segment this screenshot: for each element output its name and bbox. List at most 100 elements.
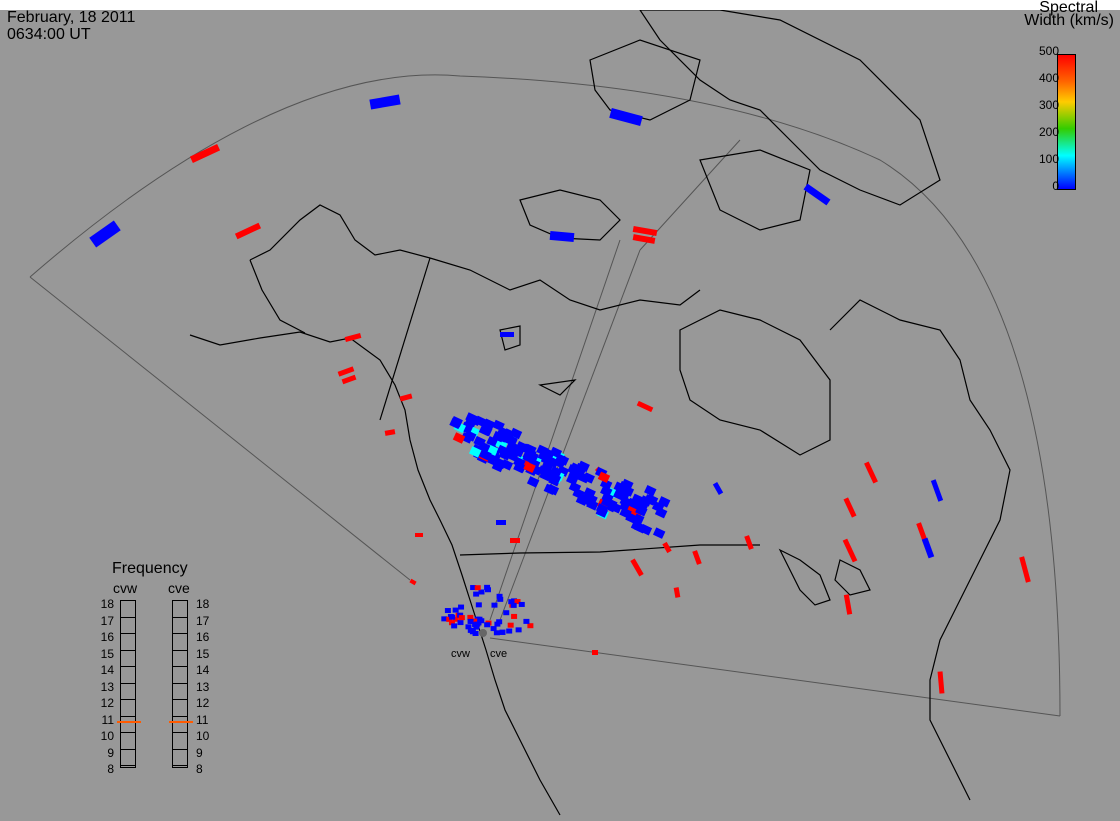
radar-return-cell: [510, 602, 517, 608]
colorbar-tick: 100: [1038, 152, 1059, 166]
radar-return-cell: [452, 607, 459, 613]
radar-return-cell: [497, 596, 504, 602]
frequency-tick-label: 11: [196, 712, 209, 727]
radar-return-cell: [507, 622, 514, 628]
radar-return-cell: [337, 366, 355, 377]
radar-return-cell: [540, 451, 554, 463]
radar-return-cell: [592, 650, 598, 655]
radar-return-cell: [496, 593, 503, 599]
radar-return-cell: [478, 589, 485, 595]
frequency-tick-label: 12: [196, 696, 210, 710]
radar-return-cell: [474, 616, 481, 622]
radar-return-cell: [644, 485, 657, 497]
radar-return-cell: [479, 449, 492, 461]
frequency-tick-label: 8: [107, 762, 114, 776]
radar-return-cell: [464, 430, 477, 442]
radar-return-cell: [843, 497, 857, 518]
radar-return-cell: [568, 481, 582, 494]
frequency-gridline: [121, 765, 135, 766]
radar-return-cell: [636, 400, 654, 413]
radar-return-cell: [450, 416, 463, 428]
radar-return-cell: [452, 616, 459, 622]
radar-return-cell: [631, 493, 644, 506]
radar-label-cve: cve: [490, 648, 508, 660]
frequency-marker-cvw: [117, 720, 141, 723]
radar-return-cell: [234, 222, 262, 240]
radar-return-cell: [465, 412, 478, 424]
radar-return-cell: [1019, 556, 1031, 583]
frequency-gridline: [121, 666, 135, 667]
radar-return-cell: [712, 482, 724, 495]
radar-return-cell: [526, 476, 540, 488]
radar-return-cell: [577, 471, 590, 484]
frequency-tick-label: 17: [196, 613, 210, 628]
radar-return-cell: [639, 524, 653, 536]
radar-return-cell: [630, 558, 644, 577]
radar-return-cell: [474, 585, 481, 591]
radar-return-cell: [673, 587, 681, 598]
radar-return-cell: [415, 533, 423, 537]
radar-return-cell: [441, 616, 448, 622]
colorbar-tick: 200: [1038, 125, 1059, 139]
radar-return-cell: [549, 230, 575, 243]
frequency-gridline: [173, 666, 187, 667]
frequency-tick-label: 14: [196, 663, 210, 677]
radar-return-cell: [524, 443, 537, 456]
frequency-gridline: [173, 765, 187, 766]
radar-return-cell: [89, 220, 121, 248]
radar-return-cell: [458, 615, 465, 621]
radar-return-cell: [566, 473, 579, 486]
coastlines: [189, 9, 1011, 816]
frequency-gridline: [173, 633, 187, 634]
radar-return-cell: [344, 333, 362, 342]
radar-return-cell: [470, 585, 477, 591]
frequency-gridline: [173, 715, 187, 717]
radar-return-cell: [842, 538, 858, 563]
frequency-tick-label: 16: [100, 630, 114, 644]
frequency-gridline: [121, 616, 135, 618]
frequency-marker-cve: [169, 720, 193, 723]
radar-return-cell: [480, 424, 493, 437]
radar-return-cell: [600, 485, 613, 497]
radar-return-cell: [494, 457, 507, 470]
radar-return-cell: [549, 466, 563, 478]
radar-return-cell: [597, 471, 611, 484]
radar-return-cell: [549, 446, 563, 459]
radar-returns: [89, 94, 1031, 694]
colorbar-tick: 300: [1038, 98, 1059, 112]
radar-return-cell: [509, 427, 523, 440]
radar-return-cell: [553, 457, 566, 469]
frequency-gridline: [173, 616, 187, 618]
radar-return-cell: [506, 628, 513, 634]
frequency-scale-cve: [169, 600, 193, 768]
colorbar-tick: 400: [1038, 71, 1059, 85]
radar-return-cell: [451, 623, 458, 629]
radar-return-cell: [467, 618, 474, 624]
radar-return-cell: [499, 629, 506, 635]
frequency-tick-label: 18: [196, 597, 210, 611]
frequency-tick-label: 11: [101, 712, 114, 727]
radar-return-cell: [472, 622, 479, 628]
radar-return-cell: [744, 535, 754, 550]
radar-return-cell: [496, 444, 510, 457]
radar-return-cell: [662, 541, 672, 554]
radar-return-cell: [449, 614, 456, 620]
frequency-col-cve: cve: [168, 580, 190, 596]
radar-return-cell: [399, 393, 413, 402]
colorbar-tick: 500: [1038, 44, 1059, 58]
radar-return-cell: [578, 493, 592, 506]
radar-return-cell: [467, 627, 474, 633]
frequency-gridline: [121, 699, 135, 700]
colorbar-title-line1: Spectral: [1039, 0, 1098, 16]
frequency-tick-label: 17: [100, 613, 114, 628]
radar-return-cell: [937, 671, 945, 694]
radar-return-cell: [490, 626, 497, 632]
radar-return-cell: [630, 520, 644, 532]
radar-return-cell: [458, 604, 465, 610]
frequency-gridline: [121, 649, 135, 651]
radar-return-cell: [491, 602, 498, 608]
frequency-tick-label: 8: [196, 762, 203, 776]
frequency-gridline: [121, 732, 135, 733]
radar-label-cvw: cvw: [451, 648, 470, 660]
